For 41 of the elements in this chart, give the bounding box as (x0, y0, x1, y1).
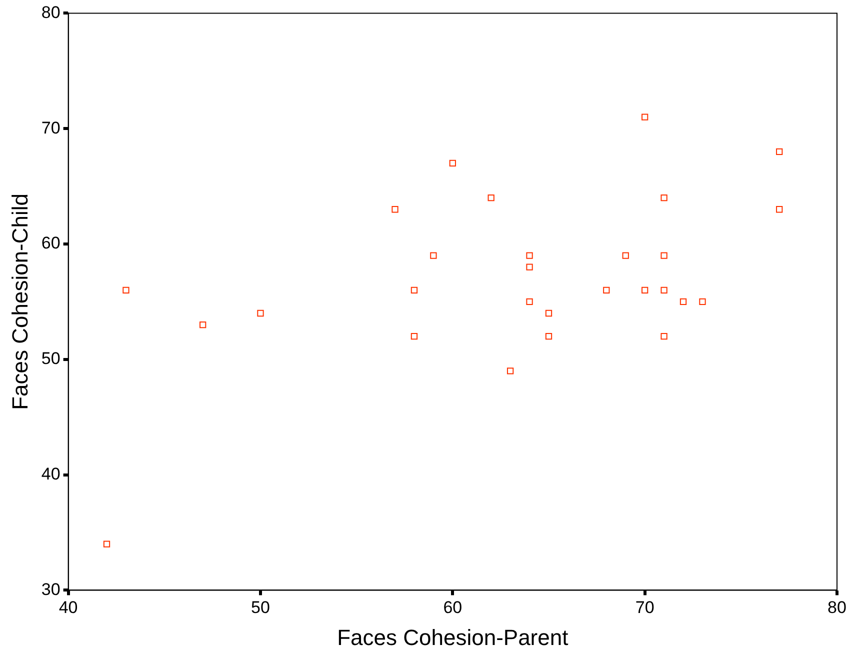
point (122, 286, 130, 294)
point (103, 540, 110, 548)
point (430, 252, 437, 259)
x-axis-title: Faces Cohesion-Parent (337, 624, 568, 650)
point (526, 264, 533, 270)
point (642, 286, 648, 294)
point (410, 286, 418, 294)
point (622, 252, 629, 259)
y-tick-label: 60 (41, 234, 60, 253)
point (680, 298, 687, 306)
point (526, 298, 533, 306)
point (545, 332, 552, 340)
y-axis-title: Faces Cohesion-Child (7, 193, 32, 410)
point (660, 194, 668, 202)
point (660, 286, 668, 294)
y-tick-label: 50 (41, 349, 60, 368)
x-tick-label: 50 (251, 598, 270, 618)
x-tick-label: 60 (443, 598, 462, 618)
y-tick-label: 40 (41, 464, 60, 484)
point (660, 332, 668, 340)
point (699, 298, 706, 306)
y-tick-label: 80 (41, 2, 60, 22)
point (200, 321, 206, 328)
x-tick-label: 70 (635, 598, 654, 618)
point (603, 286, 610, 294)
point (410, 332, 418, 340)
point (776, 206, 783, 213)
point (506, 368, 514, 374)
point (449, 160, 456, 167)
point (257, 310, 264, 317)
point (776, 148, 783, 156)
point (392, 206, 398, 213)
point (545, 310, 552, 317)
x-tick-label: 40 (58, 598, 78, 618)
y-tick-label: 30 (41, 580, 60, 599)
point (488, 194, 494, 202)
point (660, 252, 668, 259)
point (526, 252, 533, 259)
x-tick-label: 80 (828, 598, 846, 618)
point (642, 114, 648, 120)
y-tick-label: 70 (41, 118, 60, 138)
